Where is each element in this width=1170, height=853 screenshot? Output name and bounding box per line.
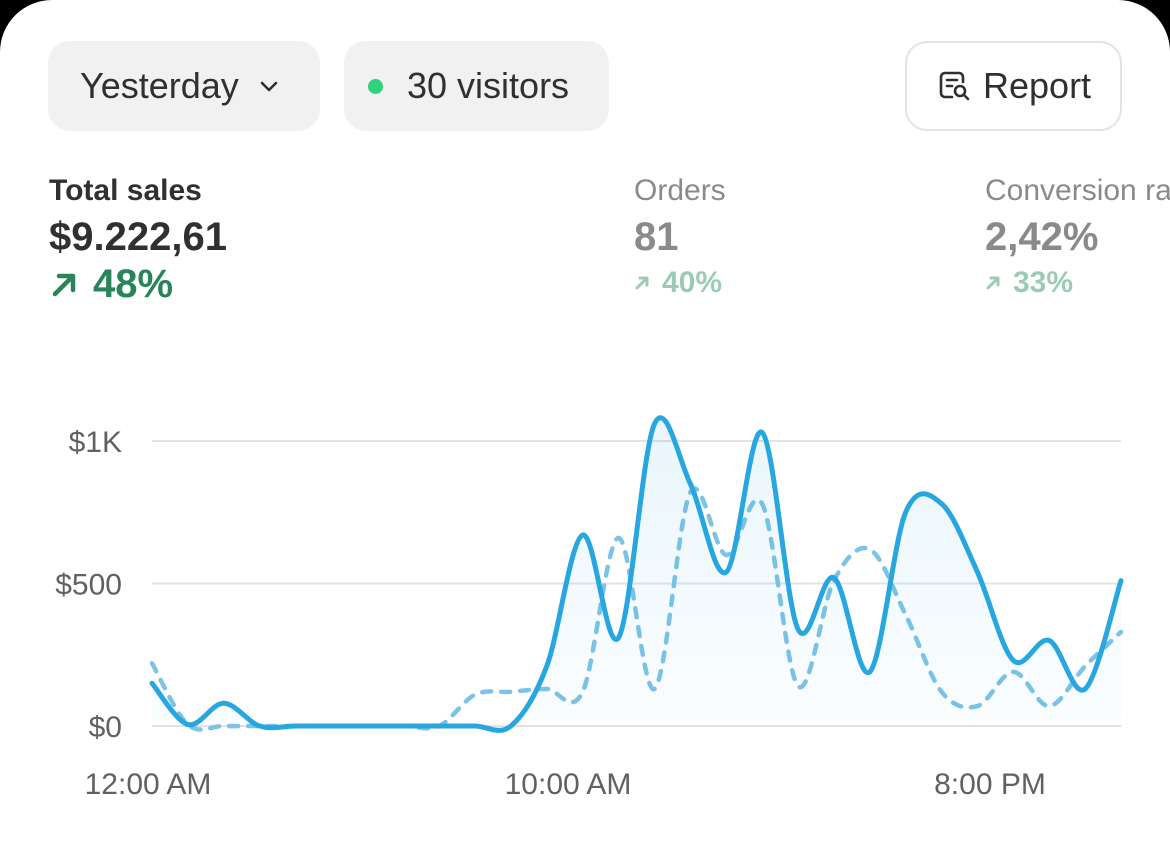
live-status-dot-icon — [368, 78, 383, 94]
metric-change: 40% — [634, 266, 726, 300]
metric-label: Total sales — [49, 174, 202, 207]
arrow-up-right-icon — [634, 275, 650, 291]
metric-value: $9.222,61 — [49, 215, 227, 259]
visitors-badge[interactable]: 30 visitors — [344, 41, 609, 131]
arrow-up-right-icon — [985, 275, 1001, 291]
metric-change-value: 40% — [662, 266, 723, 299]
metric-change: 33% — [985, 266, 1170, 300]
metric-orders[interactable]: Orders 81 40% — [634, 172, 726, 300]
report-search-icon — [937, 69, 971, 103]
metric-total-sales[interactable]: Total sales $9.222,61 48% — [49, 172, 227, 307]
x-tick-label: 8:00 PM — [934, 768, 1046, 801]
date-range-label: Yesterday — [80, 65, 239, 106]
metric-value: 2,42% — [985, 215, 1099, 259]
arrow-up-right-icon — [49, 270, 79, 300]
sales-line-chart: $0 $500 $1K 12:00 AM 10:00 AM 8:00 PM — [55, 415, 1124, 801]
metric-change-value: 48% — [93, 262, 174, 306]
metric-label: Orders — [634, 174, 726, 207]
metric-value: 81 — [634, 215, 679, 259]
metric-change-value: 33% — [1013, 266, 1074, 299]
visitors-count: 30 visitors — [407, 65, 570, 106]
x-tick-label: 10:00 AM — [505, 768, 632, 801]
metric-label: Conversion rate — [985, 174, 1170, 207]
y-tick-label: $1K — [69, 426, 122, 459]
metric-conversion-rate[interactable]: Conversion rate 2,42% 33% — [985, 172, 1170, 300]
date-range-selector[interactable]: Yesterday — [48, 41, 320, 131]
report-label: Report — [983, 65, 1092, 106]
chevron-down-icon — [257, 74, 281, 98]
metric-change: 48% — [49, 262, 227, 307]
y-tick-label: $500 — [55, 569, 122, 602]
series-line-current — [149, 415, 1124, 733]
report-button[interactable]: Report — [905, 41, 1122, 131]
x-tick-label: 12:00 AM — [85, 768, 212, 801]
y-tick-label: $0 — [89, 711, 122, 744]
